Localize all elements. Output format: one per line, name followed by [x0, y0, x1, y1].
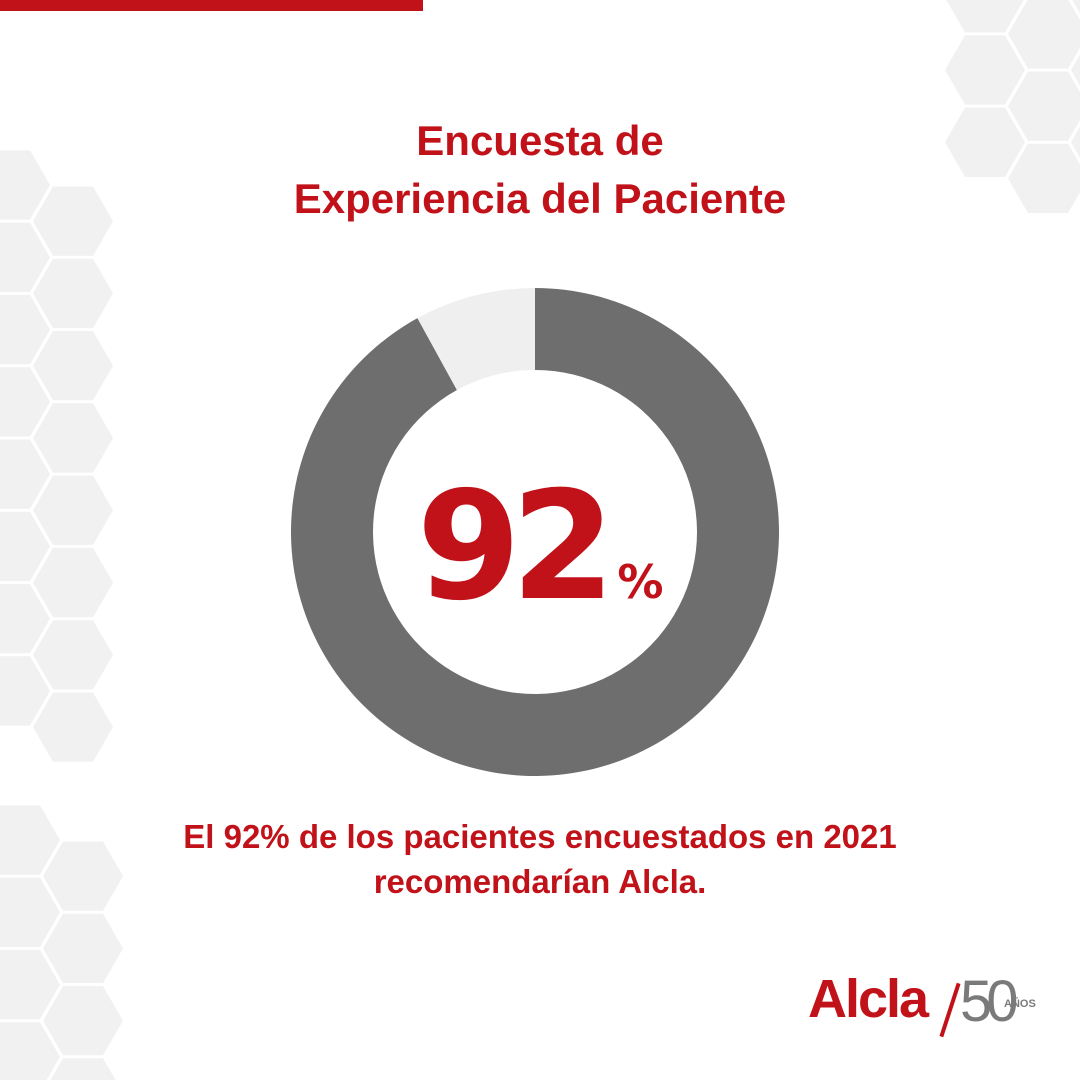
- hexagon-shape: [0, 656, 50, 726]
- hexagon-shape: [946, 0, 1024, 33]
- hexagon-shape: [0, 805, 60, 875]
- title-line-1: Encuesta de: [416, 117, 664, 164]
- logo-years-label: AÑOS: [1004, 998, 1036, 1010]
- percentage-unit: %: [617, 555, 664, 609]
- hexagon-shape: [945, 35, 1025, 105]
- hexagon-shape: [33, 331, 113, 401]
- hexagon-shape: [0, 584, 50, 654]
- donut-slice-1: [417, 288, 535, 391]
- hexagon-shape: [1072, 0, 1080, 14]
- top-accent-bar: [0, 0, 423, 11]
- alcla-50-anos-logo: Alcla 50 AÑOS: [808, 968, 1048, 1038]
- caption-text: El 92% de los pacientes encuestados en 2…: [0, 814, 1080, 904]
- hexagon-shape: [0, 511, 50, 582]
- hexagon-shape: [1071, 54, 1080, 86]
- hexagon-shape: [33, 475, 113, 545]
- hexagon-shape: [0, 294, 50, 365]
- hexagon-shape: [1008, 143, 1080, 214]
- percentage-value: 92: [416, 460, 616, 634]
- hexagon-shape: [33, 692, 113, 762]
- hexagon-shape: [0, 439, 50, 509]
- hexagon-shape: [33, 403, 113, 473]
- hexagon-shape: [0, 222, 50, 292]
- page-title: Encuesta de Experiencia del Paciente: [0, 112, 1080, 228]
- logo-slash: [939, 982, 961, 1038]
- hexagon-shape: [0, 949, 60, 1020]
- caption-line-1: El 92% de los pacientes encuestados en 2…: [183, 818, 897, 855]
- hexagon-shape: [0, 877, 60, 947]
- logo-brand: Alcla: [808, 969, 929, 1029]
- title-line-2: Experiencia del Paciente: [293, 175, 787, 222]
- hexagon-shape: [1008, 71, 1080, 141]
- hexagon-shape: [43, 986, 123, 1056]
- hexagon-shape: [1071, 126, 1080, 158]
- center-percentage: 92%: [0, 472, 1080, 622]
- hexagon-shape: [33, 186, 113, 256]
- donut-slice-0: [290, 288, 779, 776]
- hexagon-shape: [33, 620, 113, 690]
- hexagon-shape: [0, 367, 50, 437]
- hexagon-shape: [33, 258, 113, 329]
- caption-line-2: recomendarían Alcla.: [373, 863, 707, 900]
- hexagon-shape: [43, 913, 123, 984]
- hexagon-shape: [43, 841, 123, 911]
- donut-chart: [290, 288, 779, 776]
- hexagon-shape: [50, 1058, 116, 1080]
- hexagon-shape: [33, 547, 113, 618]
- hexagon-shape: [945, 107, 1025, 177]
- logo-years: 50: [960, 969, 1018, 1034]
- hexagon-shape: [1008, 0, 1080, 69]
- hexagon-shape: [0, 1022, 60, 1080]
- hexagon-shape: [0, 150, 50, 220]
